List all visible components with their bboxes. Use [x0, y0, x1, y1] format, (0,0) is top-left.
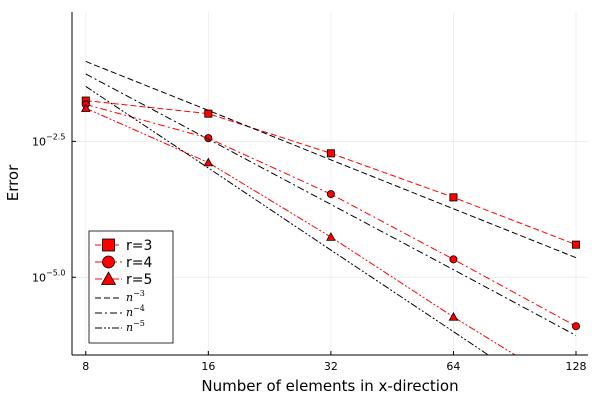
legend-label: r=5: [126, 272, 152, 288]
legend-item: n−5: [95, 319, 145, 334]
series-reference-4: [85, 73, 577, 336]
data-point-square: [204, 109, 213, 118]
axes-layer: [71, 12, 588, 356]
series-r4: [81, 100, 580, 331]
legend: r=3r=4r=5n−3n−4n−5: [88, 230, 174, 344]
legend-label: n−3: [126, 289, 145, 304]
data-point-triangle: [100, 271, 117, 285]
data-point-triangle: [326, 232, 336, 241]
legend-label: n−4: [126, 304, 145, 319]
y-tick-label: 10−2.5: [32, 132, 65, 148]
legend-item: r=5: [95, 271, 152, 288]
legend-label: r=3: [126, 238, 152, 254]
series-r5: [80, 103, 517, 355]
x-axis-label: Number of elements in x-direction: [201, 377, 458, 395]
data-point-triangle: [448, 311, 459, 321]
data-point-circle: [571, 322, 580, 331]
legend-label: r=4: [126, 255, 152, 271]
data-point-circle: [326, 190, 335, 199]
data-point-circle: [449, 255, 458, 264]
x-tick-label: 128: [565, 360, 586, 373]
legend-item: n−3: [95, 289, 145, 304]
ticks-layer: 8 16 32 64 128 10−2.5 10−5.0: [32, 132, 586, 373]
x-tick-label: 16: [201, 360, 215, 373]
series-reference-3: [85, 61, 577, 259]
legend-item: r=3: [95, 238, 152, 254]
x-tick-label: 8: [82, 360, 89, 373]
legend-label: n−5: [126, 319, 145, 334]
data-point-square: [449, 193, 458, 202]
series-line: [85, 61, 577, 259]
data-point-square: [571, 240, 580, 249]
series-layer: [80, 61, 580, 355]
x-tick-label: 32: [324, 360, 338, 373]
data-point-square: [102, 238, 115, 252]
legend-item: r=4: [95, 255, 152, 271]
data-point-square: [326, 149, 335, 158]
x-tick-label: 64: [446, 360, 460, 373]
data-point-triangle: [80, 103, 91, 112]
y-axis-label: Error: [4, 164, 22, 201]
series-reference-5: [85, 86, 490, 355]
y-tick-label: 10−5.0: [32, 268, 65, 284]
series-line: [85, 73, 577, 336]
series-line: [85, 86, 490, 355]
data-point-circle: [102, 255, 115, 269]
legend-item: n−4: [95, 304, 145, 319]
grid-layer: [72, 12, 588, 355]
data-point-triangle: [203, 157, 214, 167]
